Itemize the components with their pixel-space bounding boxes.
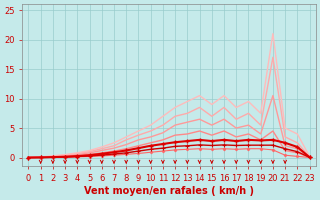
X-axis label: Vent moyen/en rafales ( km/h ): Vent moyen/en rafales ( km/h ) <box>84 186 254 196</box>
